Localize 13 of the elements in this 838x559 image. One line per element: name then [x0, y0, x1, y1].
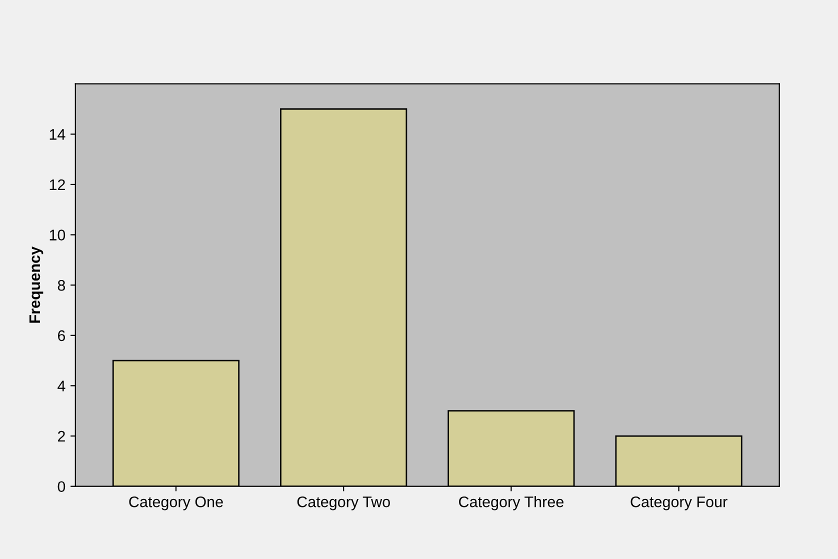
x-tick-label: Category Four — [630, 496, 728, 510]
y-tick-label: 14 — [50, 129, 66, 140]
x-tick-label: Category Three — [459, 496, 564, 510]
y-tick-label: 2 — [58, 430, 65, 442]
y-tick-label: 10 — [50, 230, 66, 240]
y-tick-label: 0 — [58, 481, 66, 492]
y-tick-label: 8 — [58, 280, 66, 291]
y-tick-label: 6 — [58, 330, 66, 342]
x-tick-label: Category One — [129, 496, 223, 510]
y-tick-label: 12 — [50, 179, 65, 190]
x-tick-label: Category Two — [297, 496, 390, 510]
y-axis-title: Frequency — [29, 246, 44, 323]
y-tick-label: 4 — [58, 380, 66, 392]
